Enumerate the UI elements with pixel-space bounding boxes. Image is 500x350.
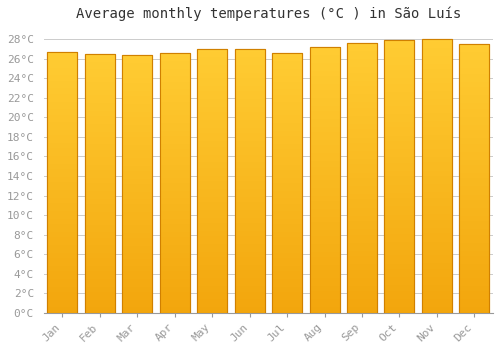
Bar <box>272 53 302 313</box>
Bar <box>460 44 490 313</box>
Bar <box>197 49 227 313</box>
Bar <box>85 54 115 313</box>
Title: Average monthly temperatures (°C ) in São Luís: Average monthly temperatures (°C ) in Sã… <box>76 7 461 21</box>
Bar <box>234 49 264 313</box>
Bar <box>460 44 490 313</box>
Bar <box>310 47 340 313</box>
Bar <box>347 43 377 313</box>
Bar <box>197 49 227 313</box>
Bar <box>384 40 414 313</box>
Bar <box>48 52 78 313</box>
Bar <box>160 53 190 313</box>
Bar <box>422 39 452 313</box>
Bar <box>272 53 302 313</box>
Bar <box>160 53 190 313</box>
Bar <box>422 39 452 313</box>
Bar <box>85 54 115 313</box>
Bar <box>347 43 377 313</box>
Bar <box>122 55 152 313</box>
Bar <box>384 40 414 313</box>
Bar <box>234 49 264 313</box>
Bar <box>48 52 78 313</box>
Bar <box>122 55 152 313</box>
Bar <box>310 47 340 313</box>
